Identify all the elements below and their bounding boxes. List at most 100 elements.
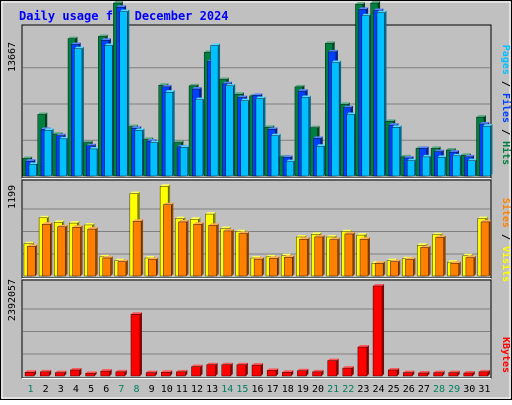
bar-sites-day-7-side <box>125 259 128 276</box>
bar-kbytes-day-14-top <box>221 362 233 365</box>
bar-kbytes-day-3 <box>55 372 65 377</box>
bar-kbytes-day-16-side <box>261 363 263 376</box>
bar-pages-day-6 <box>104 45 113 177</box>
bar-sites-day-26-top <box>405 257 416 260</box>
bar-sites-day-14-side <box>231 228 234 276</box>
bar-kbytes-day-25 <box>387 369 398 377</box>
bar-kbytes-day-18-side <box>291 370 294 376</box>
panel-kbytes-frame <box>21 279 492 379</box>
bar-files-day-6-top <box>101 38 111 41</box>
bar-sites-day-8 <box>132 221 142 277</box>
bar-kbytes-day-1-top <box>25 370 37 373</box>
bar-kbytes-day-26 <box>403 372 413 377</box>
bar-pages-day-23-top <box>361 13 372 16</box>
x-tick-label-day-25: 25 <box>388 384 400 395</box>
bar-kbytes-day-9-side <box>155 370 158 376</box>
bar-sites-day-5-top <box>87 227 98 230</box>
bar-visits-day-21-top <box>326 234 337 237</box>
bar-kbytes-day-21-top <box>327 358 339 361</box>
bar-hits-day-29-top <box>446 148 456 151</box>
bar-sites-day-18 <box>284 257 293 277</box>
bar-sites-day-13-top <box>208 223 219 226</box>
bar-kbytes-day-3-side <box>64 370 67 376</box>
bar-kbytes-day-31 <box>478 371 489 377</box>
bar-pages-day-13 <box>210 45 219 177</box>
bar-sites-day-7 <box>117 261 127 277</box>
bar-pages-day-26-top <box>407 158 417 161</box>
bar-kbytes-day-20-side <box>321 369 324 376</box>
bar-sites-day-28-side <box>443 235 446 276</box>
bar-kbytes-day-12-top <box>191 364 203 367</box>
bar-kbytes-day-15-top <box>236 362 248 365</box>
bar-kbytes-day-13 <box>206 364 216 377</box>
bar-kbytes-day-29 <box>448 372 458 377</box>
bar-files-day-23-top <box>358 7 369 10</box>
bar-pages-day-17 <box>270 135 279 177</box>
legend-entry-visits: Visits <box>500 246 512 282</box>
bar-visits-day-20-top <box>311 232 322 235</box>
bar-hits-day-25-top <box>385 119 396 122</box>
bar-sites-day-1-top <box>27 244 38 247</box>
bar-kbytes-day-30 <box>463 372 474 377</box>
x-tick-label-day-31: 31 <box>478 384 490 395</box>
bar-sites-day-2 <box>42 224 51 277</box>
bar-pages-day-3 <box>59 138 67 177</box>
legend-entry-files: Files <box>500 93 512 123</box>
bar-sites-day-3 <box>57 226 66 277</box>
bar-kbytes-day-21-side <box>336 358 339 376</box>
panel-hits-files-pages-ymax-label: 13667 <box>7 42 18 72</box>
bar-visits-day-9-top <box>144 255 155 258</box>
bar-visits-day-4-top <box>69 221 80 224</box>
bar-pages-day-14-top <box>225 83 236 86</box>
bar-hits-day-14-top <box>219 77 229 80</box>
bar-sites-day-22-top <box>344 231 355 234</box>
bar-pages-day-15 <box>240 100 249 177</box>
bar-kbytes-day-11-top <box>176 369 188 372</box>
x-tick-label-day-13: 13 <box>206 384 218 395</box>
bar-sites-day-30-top <box>465 255 476 258</box>
bar-kbytes-day-4 <box>70 369 80 377</box>
bar-pages-day-8 <box>134 130 143 177</box>
bar-pages-day-20 <box>316 146 325 177</box>
bar-pages-day-2 <box>43 130 52 177</box>
bar-sites-day-30-side <box>473 255 476 276</box>
bar-kbytes-day-24-top <box>373 284 385 286</box>
bar-visits-day-19-top <box>296 234 307 237</box>
bar-hits-day-20-top <box>310 125 320 128</box>
x-tick-label-day-12: 12 <box>191 384 203 395</box>
bar-sites-day-20-side <box>322 234 325 276</box>
bar-files-day-30-top <box>464 154 475 157</box>
bar-sites-day-19-top <box>299 237 310 240</box>
x-tick-label-day-20: 20 <box>312 384 324 395</box>
bar-kbytes-day-12-side <box>200 364 203 376</box>
bar-pages-day-9 <box>149 142 158 177</box>
bar-kbytes-day-6-side <box>109 369 112 376</box>
x-tick-label-day-18: 18 <box>282 384 294 395</box>
bar-pages-day-12 <box>195 99 204 177</box>
bar-sites-day-15 <box>238 233 248 277</box>
bar-visits-day-13-top <box>205 212 216 215</box>
bar-pages-day-2-top <box>44 128 54 131</box>
bar-sites-day-6-top <box>102 255 113 258</box>
bar-hits-day-10-top <box>158 83 169 86</box>
bar-pages-day-26 <box>407 160 415 177</box>
bar-kbytes-day-28 <box>433 372 443 377</box>
bar-sites-day-10-side <box>171 202 174 276</box>
bar-files-day-5-top <box>86 143 96 146</box>
panel-hits-files-pages-legend: Pages / Files / Hits <box>500 45 512 165</box>
bar-sites-day-4-side <box>80 225 83 276</box>
bar-kbytes-day-16-top <box>252 363 263 366</box>
bar-visits-day-17-top <box>266 254 277 257</box>
bar-pages-day-1-top <box>29 162 39 165</box>
bar-pages-day-21 <box>331 62 340 177</box>
bar-hits-day-1-top <box>22 156 33 159</box>
bar-kbytes-day-9-top <box>146 370 158 373</box>
bar-visits-day-11-top <box>175 216 186 219</box>
bar-kbytes-day-5 <box>85 373 95 377</box>
bar-files-day-9-top <box>146 138 157 141</box>
bar-kbytes-day-6-top <box>100 369 112 372</box>
bar-sites-day-21-top <box>329 237 340 240</box>
bar-sites-day-11-side <box>186 219 189 276</box>
bar-pages-day-5 <box>89 148 98 177</box>
